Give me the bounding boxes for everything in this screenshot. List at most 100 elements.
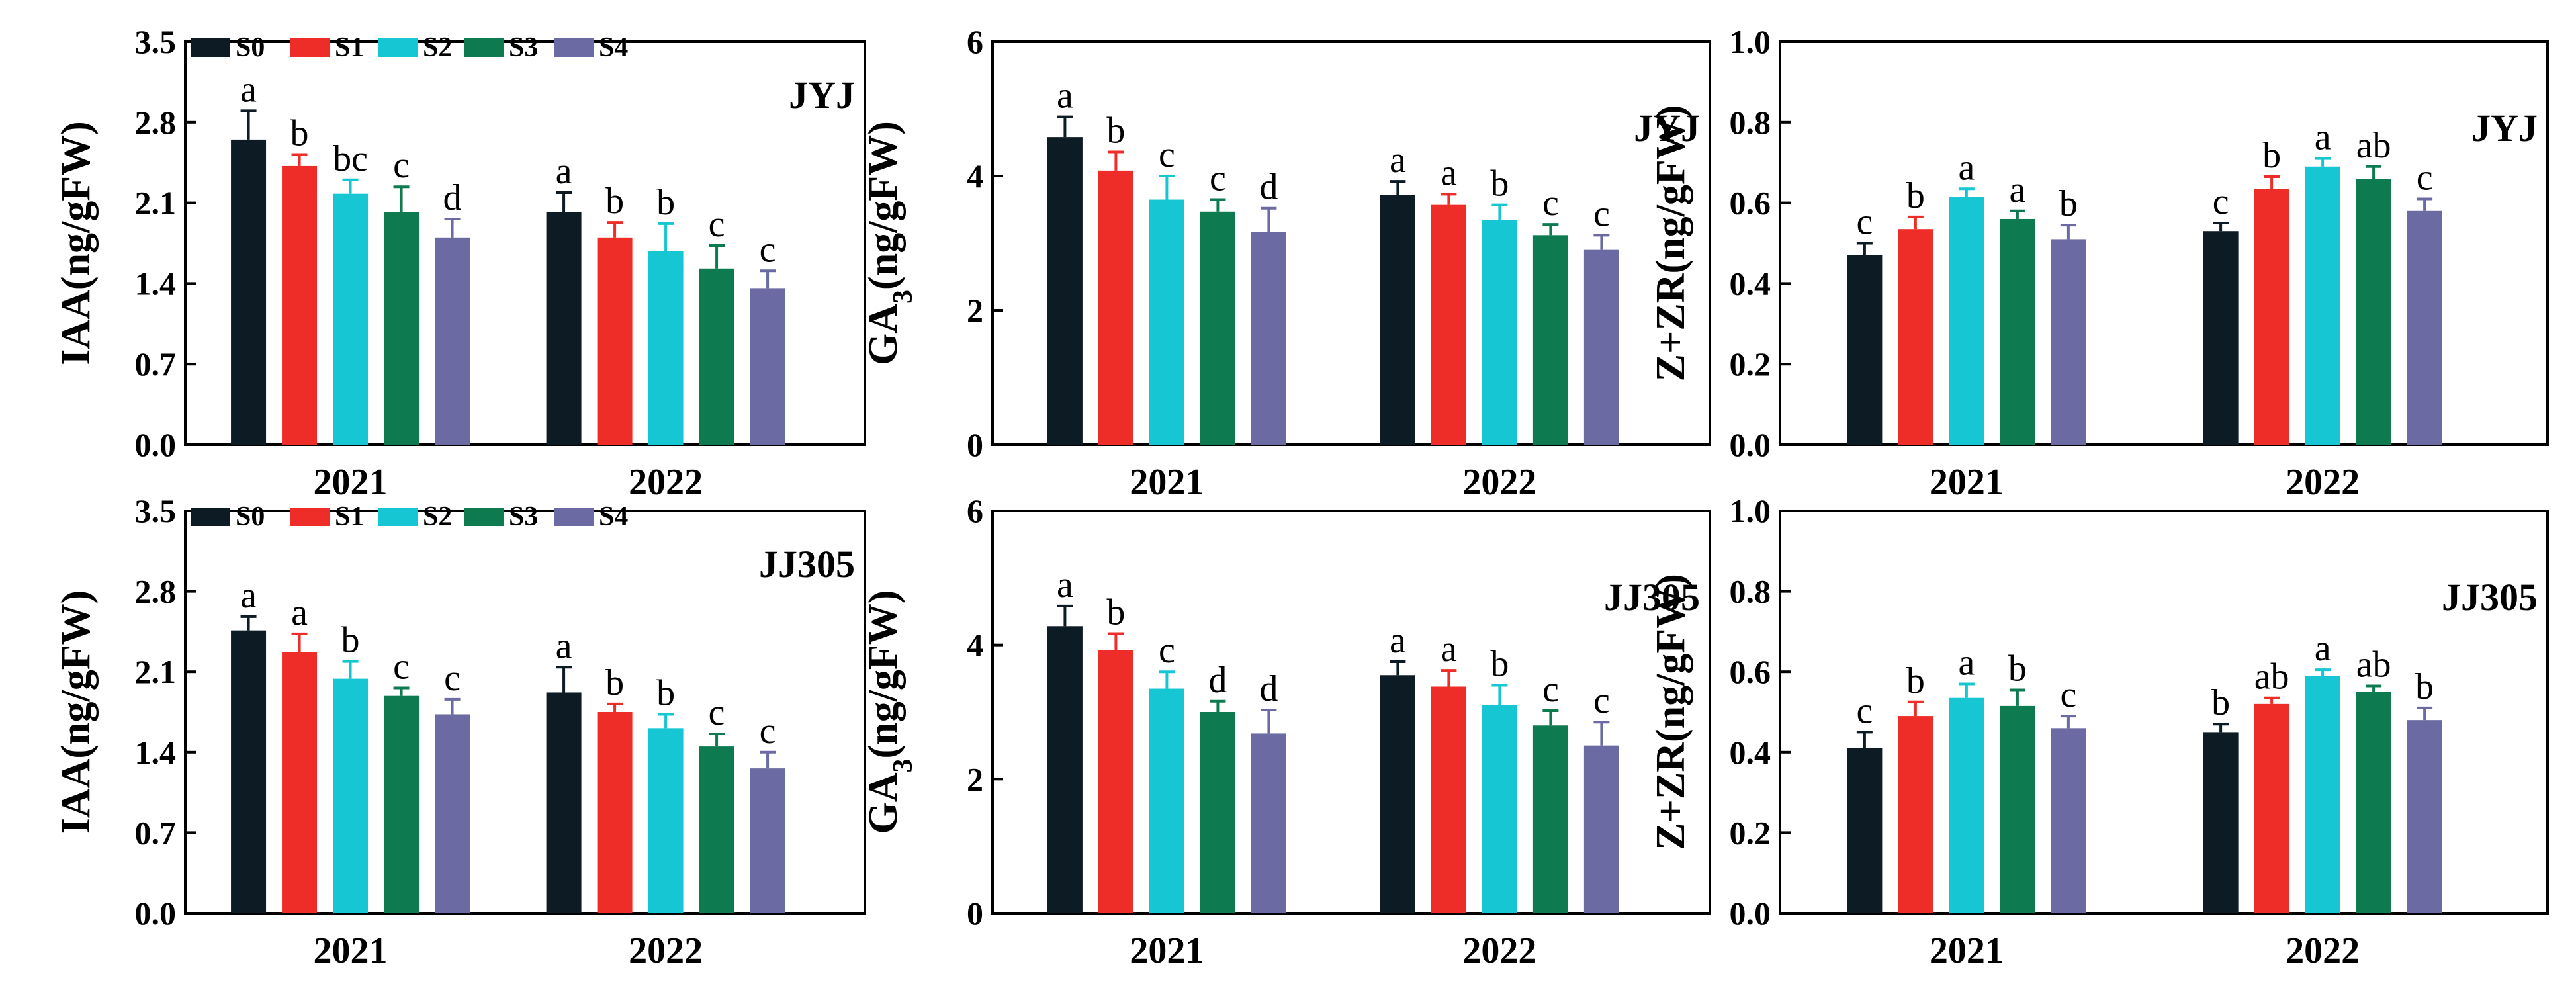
y-tick-label: 0 — [967, 895, 983, 932]
plot-frame — [184, 510, 866, 915]
bar-S1-2021 — [1898, 229, 1933, 445]
y-tick-label: 0.4 — [1730, 265, 1771, 302]
y-axis-title-main: Z+ZR(ng/gFW) — [1648, 105, 1693, 382]
bar-S3-2022 — [2356, 179, 2391, 445]
bar-S4-2022 — [2407, 720, 2442, 913]
significance-letter-S4-2022: c — [1593, 680, 1610, 721]
legend-label-S4: S4 — [599, 502, 628, 532]
x-tick-label-2022: 2022 — [1462, 462, 1536, 503]
significance-letter-S1-2021: b — [1106, 110, 1125, 151]
y-tick-label: 6 — [967, 492, 983, 529]
plot-frame — [991, 510, 1711, 915]
bar-S2-2021 — [333, 193, 369, 445]
significance-letter-S3-2021: d — [1208, 660, 1227, 701]
significance-letter-S2-2022: b — [1490, 643, 1509, 684]
significance-letter-S2-2022: a — [2315, 117, 2331, 158]
bar-S3-2022 — [699, 268, 734, 445]
y-tick-label: 0.0 — [135, 426, 177, 463]
bar-S4-2021 — [435, 714, 470, 913]
significance-letter-S1-2022: ab — [2254, 656, 2289, 697]
significance-letter-S0-2022: a — [556, 151, 572, 192]
chart-zzr-jyj: 0.0 0.2 0.4 0.6 0.8 1.0 Z+ZR(ng/gFW) 2021 2022 c c… — [1648, 23, 2549, 503]
significance-letter-S2-2021: a — [1958, 642, 1975, 683]
bar-S2-2022 — [2305, 166, 2340, 445]
y-tick-label: 2.8 — [135, 573, 177, 610]
y-tick-label: 0 — [967, 426, 983, 463]
legend-swatch-S1 — [290, 508, 330, 526]
bar-S2-2021 — [1949, 697, 1984, 913]
significance-letter-S1-2022: b — [605, 181, 624, 222]
bar-S4-2021 — [2051, 239, 2086, 445]
bar-S0-2022 — [546, 212, 582, 445]
bar-S0-2021 — [1847, 255, 1883, 445]
significance-letter-S2-2021: c — [1159, 134, 1175, 175]
bar-S4-2021 — [2051, 728, 2086, 913]
y-tick-label: 2.1 — [135, 185, 177, 222]
plot-frame — [184, 40, 866, 446]
significance-letter-S2-2022: b — [656, 672, 675, 713]
bar-S4-2022 — [2407, 210, 2442, 445]
legend-label-S1: S1 — [335, 502, 364, 532]
bar-S3-2022 — [699, 746, 734, 913]
bar-S4-2021 — [435, 237, 470, 445]
bar-S4-2022 — [750, 288, 785, 445]
y-tick-label: 2.1 — [135, 653, 177, 690]
significance-letter-S1-2022: a — [1441, 152, 1457, 193]
y-axis-title-main: IAA(ng/gFW) — [54, 590, 99, 834]
bar-S1-2022 — [2254, 703, 2289, 913]
legend-label-S1: S1 — [335, 32, 364, 63]
legend-label-S0: S0 — [236, 502, 265, 532]
bar-S1-2021 — [282, 652, 318, 913]
y-axis-title-unit: (ng/gFW) — [861, 121, 906, 290]
significance-letter-S0-2022: c — [2213, 181, 2229, 222]
significance-letter-S4-2022: c — [760, 711, 776, 752]
y-tick-label: 2 — [967, 760, 983, 797]
bar-S2-2021 — [333, 678, 369, 913]
cultivar-label: JJ305 — [1604, 576, 1700, 619]
legend-swatch-S4 — [554, 38, 594, 57]
significance-letter-S1-2022: b — [2262, 135, 2281, 176]
bar-S2-2022 — [648, 728, 684, 913]
bar-S0-2021 — [1847, 748, 1883, 913]
significance-letter-S0-2021: a — [1057, 564, 1073, 605]
y-tick-label: 4 — [967, 157, 983, 195]
significance-letter-S4-2021: d — [1259, 167, 1278, 208]
significance-letter-S0-2022: a — [1390, 140, 1406, 181]
legend-swatch-S0 — [191, 38, 230, 57]
significance-letter-S3-2021: c — [1210, 158, 1226, 199]
significance-letter-S3-2021: c — [393, 647, 410, 688]
y-tick-label: 4 — [967, 627, 983, 664]
x-tick-label-2021: 2021 — [1130, 930, 1204, 971]
y-axis-title-main: GA — [861, 772, 906, 834]
x-tick-label-2022: 2022 — [629, 930, 703, 971]
significance-letter-S1-2022: a — [1441, 629, 1457, 670]
bar-S3-2021 — [1200, 712, 1235, 913]
legend-label-S4: S4 — [599, 32, 628, 63]
significance-letter-S2-2021: c — [1159, 630, 1175, 671]
bar-S0-2022 — [1380, 195, 1415, 445]
cultivar-label: JJ305 — [2442, 576, 2538, 619]
significance-letter-S1-2021: a — [291, 592, 308, 633]
significance-letter-S3-2021: a — [2009, 169, 2025, 210]
y-tick-label: 2 — [967, 292, 983, 329]
significance-letter-S0-2021: a — [240, 69, 257, 110]
y-tick-label: 0.8 — [1730, 573, 1771, 610]
plot-frame — [991, 40, 1711, 446]
bar-S3-2022 — [1532, 235, 1568, 445]
bar-S1-2022 — [1431, 686, 1466, 913]
significance-letter-S2-2021: bc — [333, 138, 368, 179]
y-tick-label: 0.7 — [135, 345, 177, 382]
y-tick-label: 0.0 — [135, 895, 177, 932]
significance-letter-S2-2022: a — [2315, 628, 2331, 669]
significance-letter-S0-2021: c — [1856, 202, 1873, 243]
y-tick-label: 1.0 — [1730, 23, 1771, 60]
x-tick-label-2022: 2022 — [629, 462, 703, 503]
legend-swatch-S2 — [378, 508, 418, 526]
x-tick-label-2021: 2021 — [1130, 462, 1204, 503]
x-tick-label-2022: 2022 — [1462, 930, 1536, 971]
cultivar-label: JYJ — [789, 73, 855, 116]
legend-swatch-S3 — [464, 38, 504, 57]
significance-letter-S1-2022: b — [605, 662, 624, 703]
legend-label-S3: S3 — [509, 32, 538, 63]
